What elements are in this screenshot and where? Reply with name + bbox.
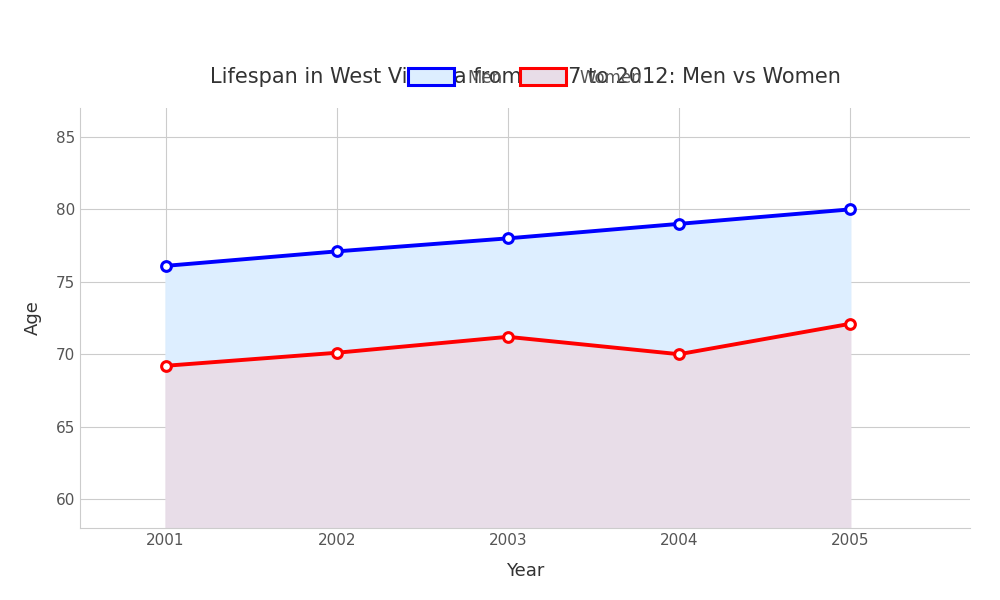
Y-axis label: Age: Age bbox=[24, 301, 42, 335]
Legend: Men, Women: Men, Women bbox=[401, 62, 649, 93]
X-axis label: Year: Year bbox=[506, 562, 544, 580]
Title: Lifespan in West Virginia from 1987 to 2012: Men vs Women: Lifespan in West Virginia from 1987 to 2… bbox=[210, 67, 840, 87]
